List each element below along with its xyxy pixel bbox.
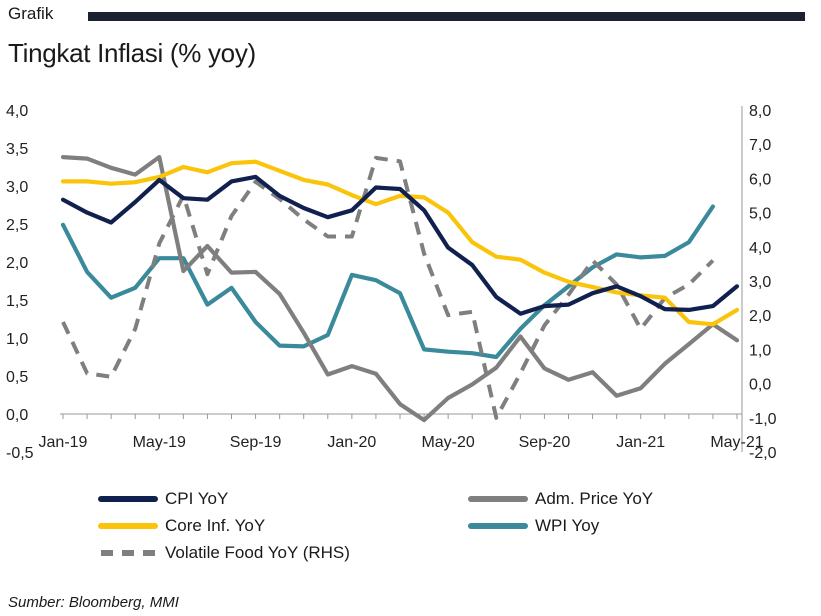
y-right-tick-label: 7,0	[749, 137, 771, 154]
y-left-tick-label: -0,5	[6, 445, 34, 462]
x-tick-label: May-20	[421, 434, 474, 451]
x-tick-label: Jan-20	[327, 434, 376, 451]
y-right-tick-label: -1,0	[749, 411, 777, 428]
x-tick-label: Sep-20	[519, 434, 571, 451]
series-line-wpi-yoy	[60, 204, 716, 360]
y-right-tick-label: 1,0	[749, 342, 771, 359]
y-right-tick-label: 8,0	[749, 103, 771, 120]
y-right-tick-label: 4,0	[749, 240, 771, 257]
x-tick-label: May-19	[133, 434, 186, 451]
y-left-tick-label: 3,5	[6, 141, 28, 158]
y-left-tick-label: 1,0	[6, 331, 28, 348]
y-left-tick-label: 3,0	[6, 179, 28, 196]
header-rule	[88, 12, 805, 21]
y-left-tick-label: 4,0	[6, 103, 28, 120]
y-left-tick-label: 0,0	[6, 407, 28, 424]
header-label: Grafik	[8, 4, 54, 23]
y-right-tick-label: 6,0	[749, 171, 771, 188]
series-line-adm-price-yoy	[60, 155, 740, 423]
series-line-cpi-yoy	[60, 174, 740, 316]
series-line-core-inf-yoy	[60, 159, 740, 327]
y-right-tick-label: 5,0	[749, 206, 771, 223]
chart-title: Tingkat Inflasi (% yoy)	[8, 38, 256, 68]
y-left-tick-label: 2,5	[6, 217, 28, 234]
y-right-tick-label: 2,0	[749, 308, 771, 325]
x-tick-label: Jan-19	[39, 434, 88, 451]
x-tick-label: May-21	[710, 434, 763, 451]
y-right-tick-label: 3,0	[749, 274, 771, 291]
y-right-tick-label: -2,0	[749, 445, 777, 462]
x-tick-label: Jan-21	[616, 434, 665, 451]
y-left-tick-label: 2,0	[6, 255, 28, 272]
x-tick-label: Sep-19	[230, 434, 282, 451]
y-right-tick-label: 0,0	[749, 377, 771, 394]
series-line-volatile-food-yoy-rhs	[61, 155, 715, 420]
source-note: Sumber: Bloomberg, MMI	[8, 594, 179, 611]
y-left-tick-label: 0,5	[6, 369, 28, 386]
y-left-tick-label: 1,5	[6, 293, 28, 310]
